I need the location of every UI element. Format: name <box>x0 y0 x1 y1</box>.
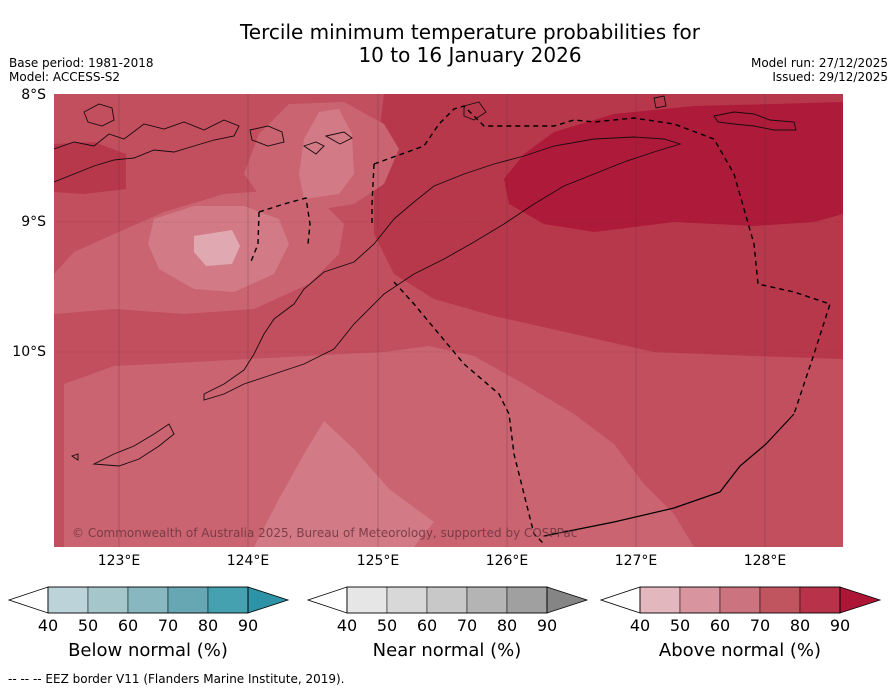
colorbar-tick-label: 50 <box>376 616 398 635</box>
model-name: Model: ACCESS-S2 <box>9 70 121 84</box>
colorbar-above-normal <box>600 586 882 614</box>
colorbar-swatch <box>167 586 209 614</box>
colorbar-swatch <box>506 586 548 614</box>
colorbar-tick-label: 40 <box>37 616 59 635</box>
region-50-north <box>299 109 354 199</box>
title-line-1: Tercile minimum temperature probabilitie… <box>239 20 701 44</box>
lat-label-9s: 9°S <box>21 214 46 230</box>
colorbar-tick-label: 50 <box>77 616 99 635</box>
colorbar-swatch <box>127 586 169 614</box>
colorbar-swatch <box>386 586 428 614</box>
colorbar-swatch <box>426 586 468 614</box>
colorbar-near-normal <box>307 586 589 614</box>
colorbar-tick-label: 40 <box>629 616 651 635</box>
eez-footnote: -- -- -- EEZ border V11 (Flanders Marine… <box>8 672 345 686</box>
colorbar-swatch <box>799 586 841 614</box>
probability-map <box>54 94 843 547</box>
colorbar-tick-label: 60 <box>416 616 438 635</box>
colorbar-title-below: Below normal (%) <box>68 640 228 661</box>
colorbar-swatch <box>466 586 508 614</box>
colorbar-tick-label: 80 <box>789 616 811 635</box>
colorbar-swatch <box>759 586 801 614</box>
colorbar-tick-label: 70 <box>749 616 771 635</box>
colorbar-swatch <box>719 586 761 614</box>
lon-label-128e: 128°E <box>743 553 787 569</box>
issued-date: Issued: 29/12/2025 <box>772 70 888 84</box>
colorbar-tick-label: 60 <box>117 616 139 635</box>
colorbar-swatch <box>639 586 681 614</box>
colorbar-above-swatches <box>639 586 841 614</box>
lon-label-127e: 127°E <box>614 553 658 569</box>
region-60-south <box>64 346 694 547</box>
lon-label-125e: 125°E <box>356 553 400 569</box>
lat-label-8s: 8°S <box>21 87 46 103</box>
colorbar-swatch <box>679 586 721 614</box>
colorbar-tick-label: 90 <box>237 616 259 635</box>
base-period: Base period: 1981-2018 <box>9 56 154 70</box>
eez-border-solid <box>543 413 795 537</box>
colorbar-tick-label: 90 <box>829 616 851 635</box>
colorbar-tick-label: 70 <box>157 616 179 635</box>
region-50-south <box>254 421 434 547</box>
lon-label-126e: 126°E <box>485 553 529 569</box>
colorbar-tick-label: 40 <box>336 616 358 635</box>
colorbar-tick-label: 90 <box>536 616 558 635</box>
colorbar-title-above: Above normal (%) <box>658 640 822 661</box>
colorbar-tick-label: 80 <box>496 616 518 635</box>
colorbar-tick-label: 50 <box>669 616 691 635</box>
title-line-2: 10 to 16 January 2026 <box>358 43 582 67</box>
lon-label-123e: 123°E <box>97 553 141 569</box>
region-40-lightest <box>194 230 240 266</box>
colorbar-swatch <box>346 586 388 614</box>
copyright-notice: © Commonwealth of Australia 2025, Bureau… <box>72 526 578 540</box>
coastlines <box>54 95 797 467</box>
region-90-core <box>504 102 843 232</box>
model-run: Model run: 27/12/2025 <box>750 56 888 70</box>
colorbar-title-near: Near normal (%) <box>372 640 522 661</box>
colorbar-below-normal <box>8 586 290 614</box>
colorbar-swatch <box>87 586 129 614</box>
map-panel[interactable]: © Commonwealth of Australia 2025, Bureau… <box>54 94 843 547</box>
colorbar-swatch <box>207 586 249 614</box>
colorbar-tick-label: 80 <box>197 616 219 635</box>
colorbar-swatch <box>47 586 89 614</box>
colorbar-below-swatches <box>47 586 249 614</box>
lat-label-10s: 10°S <box>12 344 46 360</box>
lon-label-124e: 124°E <box>226 553 270 569</box>
eez-borders <box>249 105 831 545</box>
colorbar-tick-label: 70 <box>456 616 478 635</box>
graticule <box>54 94 843 547</box>
colorbar-near-swatches <box>346 586 548 614</box>
colorbar-tick-label: 60 <box>709 616 731 635</box>
